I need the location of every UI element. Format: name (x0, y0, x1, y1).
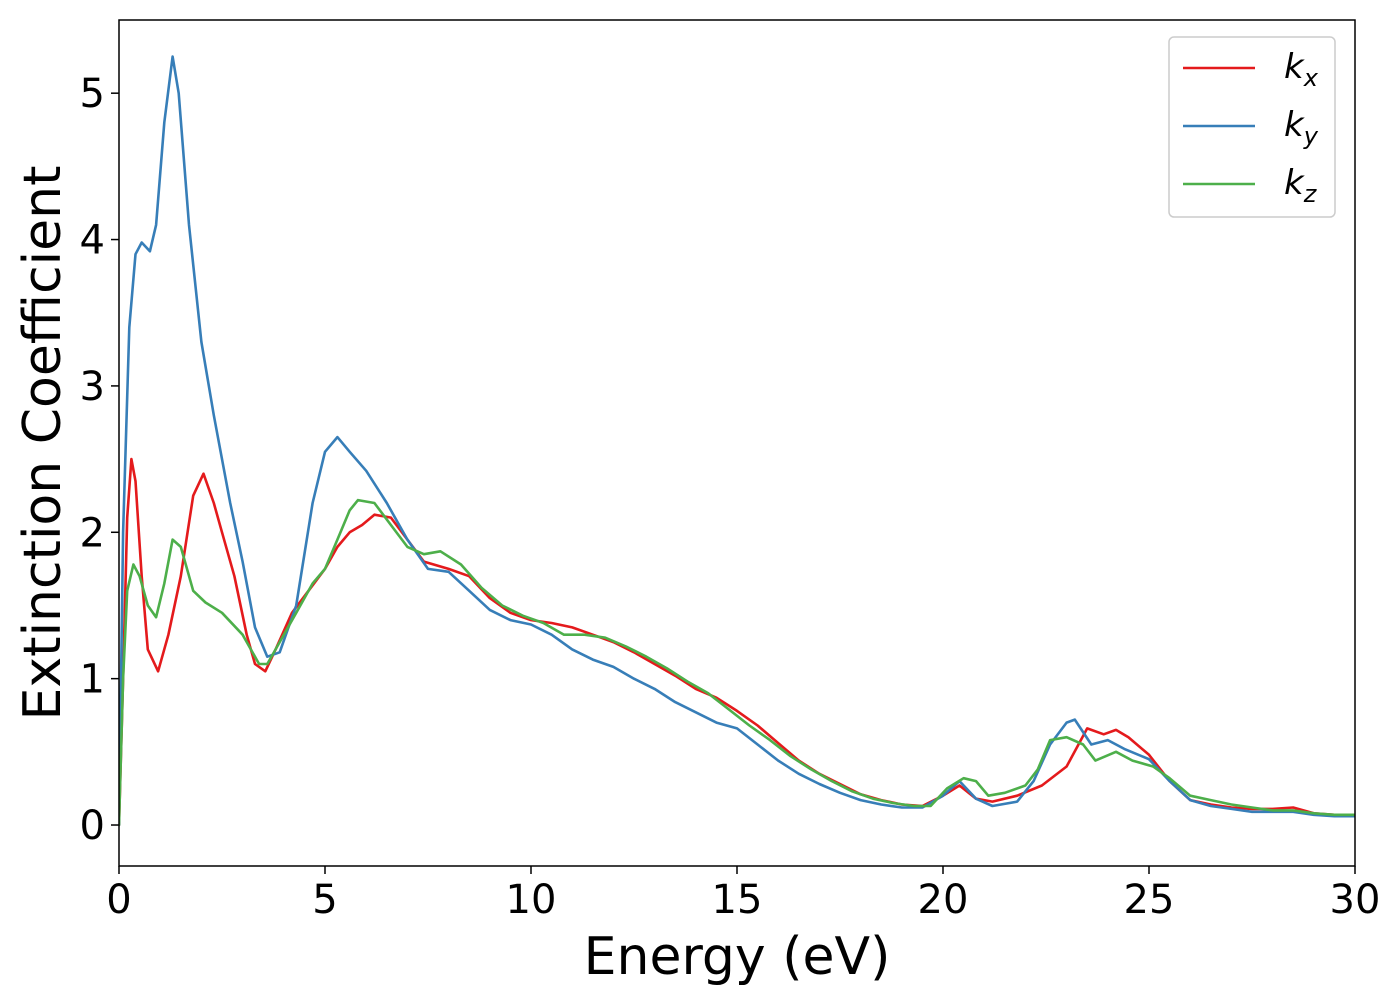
y-tick-label: 3 (80, 364, 105, 410)
y-tick-label: 4 (80, 218, 105, 264)
series-layer (119, 55, 1355, 827)
x-axis-title: Energy (eV) (584, 927, 891, 987)
legend: kx ky kz (1168, 36, 1336, 218)
y-axis: 0 1 2 3 4 5 (80, 71, 119, 849)
x-tick-label: 5 (312, 877, 337, 923)
y-axis-title: Extinction Coefficient (13, 166, 73, 721)
x-tick-label: 25 (1124, 877, 1175, 923)
x-tick-label: 10 (506, 877, 557, 923)
legend-label-ky: ky (1284, 105, 1319, 150)
y-tick-label: 0 (80, 803, 105, 849)
series-line-ky (119, 55, 1355, 827)
x-axis: 0 5 10 15 20 25 30 (106, 866, 1380, 923)
x-tick-label: 15 (712, 877, 763, 923)
y-tick-label: 2 (80, 510, 105, 556)
legend-label-kz: kz (1284, 163, 1318, 208)
x-tick-label: 30 (1330, 877, 1381, 923)
x-tick-label: 0 (106, 877, 131, 923)
legend-label-kx: kx (1284, 47, 1319, 92)
x-tick-label: 20 (918, 877, 969, 923)
y-tick-label: 5 (80, 71, 105, 117)
y-tick-label: 1 (80, 657, 105, 703)
series-line-kz (119, 498, 1355, 827)
